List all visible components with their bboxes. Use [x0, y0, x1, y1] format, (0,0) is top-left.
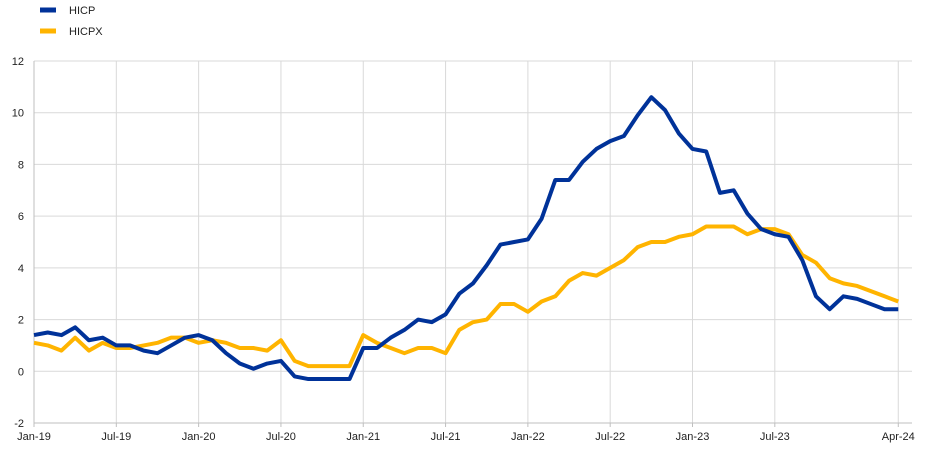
x-tick-label: Jul-22 [595, 431, 625, 443]
x-tick-label: Jul-19 [101, 431, 131, 443]
legend: HICP HICPX [40, 5, 103, 38]
legend-label-hicp: HICP [69, 5, 95, 17]
x-axis: Jan-19 Jul-19 Jan-20 Jul-20 Jan-21 Jul-21 Jan-… [17, 422, 915, 443]
x-tick-label: Jul-20 [266, 431, 296, 443]
y-tick-label: 10 [12, 108, 24, 120]
y-tick-label: 2 [18, 315, 24, 327]
y-tick-label: 12 [12, 56, 24, 68]
series-lines [33, 95, 899, 382]
series-line-hicp [33, 95, 899, 382]
y-tick-label: 0 [18, 366, 24, 378]
y-axis: -2 0 2 4 6 8 10 12 [12, 56, 35, 430]
x-tick-label: Jan-19 [17, 431, 51, 443]
y-tick-label: 6 [18, 211, 24, 223]
x-tick-label: Jan-21 [346, 431, 380, 443]
x-tick-label: Jul-21 [431, 431, 461, 443]
x-tick-label: Jan-22 [511, 431, 545, 443]
series-line-hicpx [33, 224, 899, 369]
y-tick-label: 4 [18, 263, 24, 275]
legend-label-hicpx: HICPX [69, 26, 103, 38]
grid-lines [33, 60, 912, 424]
x-tick-label: Jan-20 [182, 431, 216, 443]
x-tick-label: Jul-23 [760, 431, 790, 443]
y-tick-label: 8 [18, 159, 24, 171]
x-tick-label: Apr-24 [882, 431, 915, 443]
y-tick-label: -2 [14, 418, 24, 430]
x-tick-label: Jan-23 [676, 431, 710, 443]
